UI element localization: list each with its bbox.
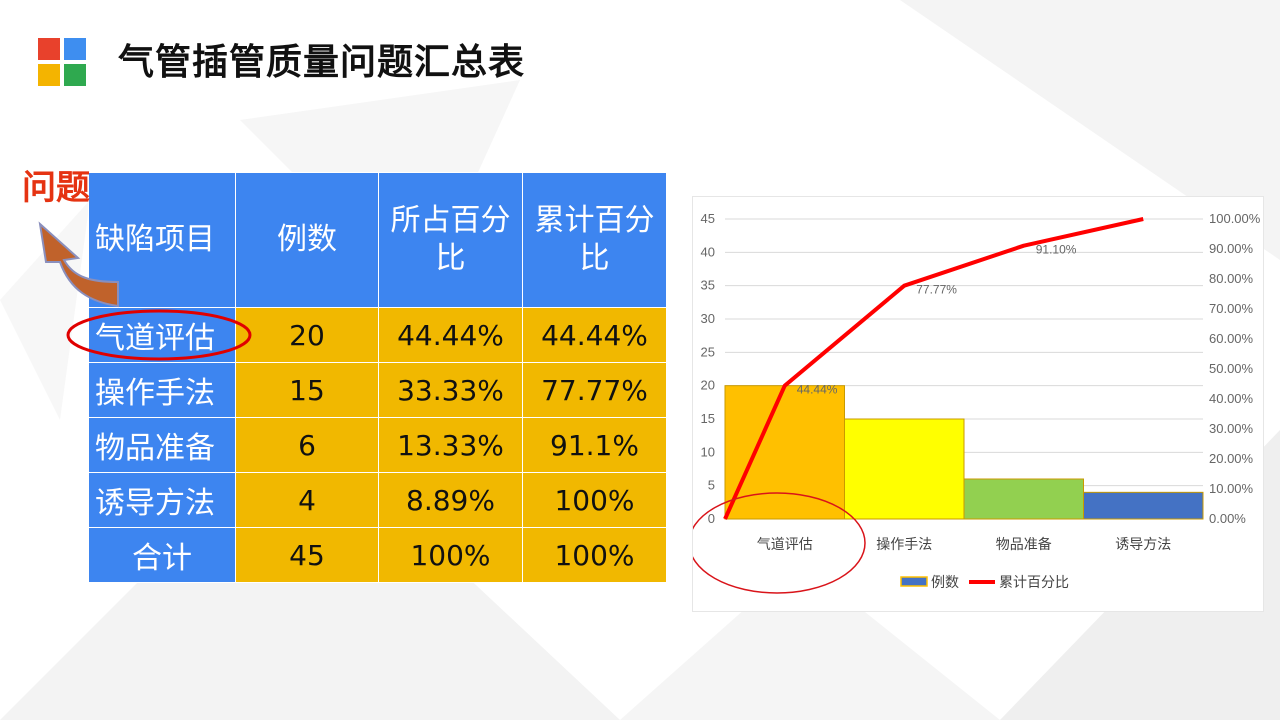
legend-swatch-bar — [900, 576, 928, 587]
table-cell: 91.1% — [522, 417, 667, 473]
category-label: 物品准备 — [996, 536, 1052, 553]
left-tick-label: 0 — [708, 511, 715, 526]
left-tick-label: 5 — [708, 478, 715, 493]
right-tick-label: 90.00% — [1209, 241, 1254, 256]
table-cell: 15 — [235, 362, 379, 418]
table-row: 气道评估 20 44.44% 44.44% — [88, 307, 667, 363]
table-row: 物品准备 6 13.33% 91.1% — [88, 417, 667, 473]
table-cell: 44.44% — [378, 307, 523, 363]
defect-summary-table: 缺陷项目 例数 所占百分比 累计百分比 气道评估 20 44.44% 44.44… — [88, 172, 667, 583]
table-cell: 45 — [235, 527, 379, 583]
pareto-chart-svg: 0 5 10 15 20 25 30 35 40 45 0.00% 10.00% 20.00% 30.0… — [693, 211, 1261, 594]
table-row: 操作手法 15 33.33% 77.77% — [88, 362, 667, 418]
left-tick-label: 45 — [701, 211, 715, 226]
right-tick-label: 100.00% — [1209, 211, 1261, 226]
table-cell: 13.33% — [378, 417, 523, 473]
legend-label: 例数 — [931, 575, 959, 591]
data-label: 44.44% — [797, 383, 838, 397]
right-tick-label: 10.00% — [1209, 481, 1254, 496]
table-header-cell: 例数 — [235, 172, 379, 308]
logo-square-green — [64, 64, 86, 86]
table-header-cell: 累计百分比 — [522, 172, 667, 308]
table-cell: 33.33% — [378, 362, 523, 418]
page-title: 气管插管质量问题汇总表 — [118, 42, 526, 83]
table-header-cell: 缺陷项目 — [88, 172, 236, 308]
data-label: 77.77% — [916, 283, 957, 297]
data-labels: 44.44% 77.77% 91.10% — [797, 243, 1077, 397]
right-tick-label: 30.00% — [1209, 421, 1254, 436]
left-tick-label: 25 — [701, 344, 715, 359]
table-cell: 100% — [378, 527, 523, 583]
table-header-cell: 所占百分比 — [378, 172, 523, 308]
right-tick-label: 40.00% — [1209, 391, 1254, 406]
left-tick-label: 10 — [701, 444, 715, 459]
bar-series — [724, 385, 1204, 520]
category-label: 操作手法 — [876, 537, 932, 553]
app-logo — [38, 38, 88, 88]
cumulative-line — [723, 217, 1144, 520]
left-axis: 0 5 10 15 20 25 30 35 40 45 — [701, 211, 715, 526]
bar — [724, 385, 845, 520]
line-series — [723, 217, 1144, 520]
pareto-chart: 0 5 10 15 20 25 30 35 40 45 0.00% 10.00% 20.00% 30.0… — [692, 196, 1264, 612]
legend-label: 累计百分比 — [999, 575, 1069, 591]
bar — [844, 418, 965, 520]
table-cell-item: 气道评估 — [88, 307, 236, 363]
left-tick-label: 15 — [701, 411, 715, 426]
logo-square-red — [38, 38, 60, 60]
table-cell-item: 合计 — [88, 527, 236, 583]
table-cell: 100% — [522, 527, 667, 583]
category-label: 气道评估 — [757, 537, 813, 553]
right-tick-label: 60.00% — [1209, 331, 1254, 346]
right-axis: 0.00% 10.00% 20.00% 30.00% 40.00% 50.00% 60.00… — [1209, 211, 1261, 526]
left-tick-label: 20 — [701, 378, 715, 393]
table-header-row: 缺陷项目 例数 所占百分比 累计百分比 — [88, 172, 667, 308]
problem-label: 问题 — [22, 168, 90, 208]
table-cell-item: 物品准备 — [88, 417, 236, 473]
bar — [1083, 491, 1204, 520]
right-tick-label: 0.00% — [1209, 511, 1246, 526]
table-cell: 77.77% — [522, 362, 667, 418]
table-cell: 4 — [235, 472, 379, 528]
logo-square-blue — [64, 38, 86, 60]
bar — [963, 478, 1084, 520]
right-tick-label: 50.00% — [1209, 361, 1254, 376]
left-tick-label: 35 — [701, 278, 715, 293]
table-cell: 20 — [235, 307, 379, 363]
logo-square-yellow — [38, 64, 60, 86]
left-tick-label: 30 — [701, 311, 715, 326]
right-tick-label: 20.00% — [1209, 451, 1254, 466]
right-tick-label: 70.00% — [1209, 301, 1254, 316]
left-tick-label: 40 — [701, 244, 715, 259]
data-label: 91.10% — [1036, 243, 1077, 257]
table-header-text: 累计百分比 — [534, 203, 655, 276]
table-cell: 44.44% — [522, 307, 667, 363]
table-cell: 6 — [235, 417, 379, 473]
highlight-ellipse-chart — [693, 492, 866, 594]
table-total-row: 合计 45 100% 100% — [88, 527, 667, 583]
right-tick-label: 80.00% — [1209, 271, 1254, 286]
table-row: 诱导方法 4 8.89% 100% — [88, 472, 667, 528]
table-cell: 100% — [522, 472, 667, 528]
table-cell-item: 操作手法 — [88, 362, 236, 418]
category-label: 诱导方法 — [1115, 537, 1171, 553]
table-cell: 8.89% — [378, 472, 523, 528]
chart-legend: 例数 累计百分比 — [900, 575, 1069, 591]
table-cell-item: 诱导方法 — [88, 472, 236, 528]
table-header-text: 所占百分比 — [390, 203, 511, 276]
category-axis: 气道评估 操作手法 物品准备 诱导方法 — [757, 536, 1172, 553]
